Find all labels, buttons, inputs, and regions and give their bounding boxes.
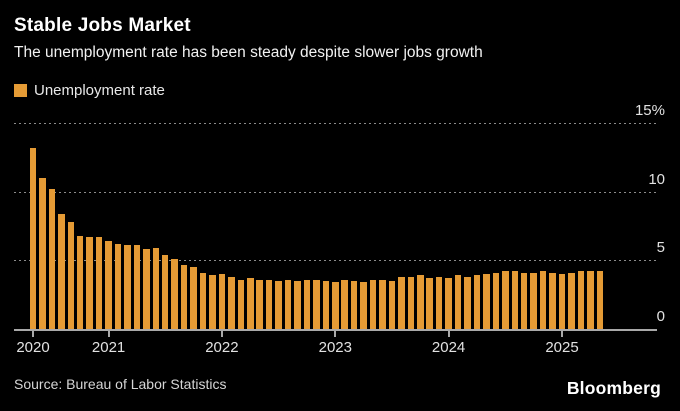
bar-2021-04 xyxy=(133,245,141,329)
legend-swatch-icon xyxy=(14,84,27,97)
bar-2022-12 xyxy=(322,280,330,329)
bar-chart-plot-area: 2020 2021 2022 2023 2024 2025 xyxy=(14,100,657,356)
bar-2024-10 xyxy=(530,272,537,329)
bar-2022-05 xyxy=(256,279,263,329)
bar-2024-01 xyxy=(445,278,452,329)
bar-2023-04 xyxy=(360,282,367,329)
bar-2023-11 xyxy=(426,278,433,329)
bar-2023-09 xyxy=(407,276,415,329)
x-axis-label-2025: 2025 xyxy=(545,339,579,356)
legend: Unemployment rate xyxy=(14,82,165,99)
x-axis-label-2020: 2020 xyxy=(16,339,50,356)
bar-2021-03 xyxy=(124,245,131,329)
bar-2023-07 xyxy=(388,280,396,329)
bar-2020-09 xyxy=(67,221,75,329)
bar-2021-07 xyxy=(161,254,169,329)
bar-2025-04 xyxy=(587,271,594,329)
chart-title: Stable Jobs Market xyxy=(14,15,191,36)
bar-2024-08 xyxy=(511,271,518,329)
bar-2021-06 xyxy=(152,248,160,329)
y-axis-label-10: 10 xyxy=(648,170,665,188)
gridline-15 xyxy=(14,123,657,124)
bar-2023-01 xyxy=(332,282,339,329)
bar-2022-08 xyxy=(284,279,292,329)
bar-2023-05 xyxy=(369,279,377,329)
x-axis-label-2024: 2024 xyxy=(431,339,466,356)
bar-2023-06 xyxy=(379,279,386,329)
bar-2021-08 xyxy=(171,259,178,329)
bar-2022-09 xyxy=(294,280,301,329)
bar-2024-07 xyxy=(502,271,509,329)
bar-2020-06 xyxy=(39,177,46,329)
bar-2023-03 xyxy=(350,280,358,329)
bar-2024-05 xyxy=(483,274,490,329)
x-axis-label-2021: 2021 xyxy=(91,339,126,356)
bar-2022-06 xyxy=(265,279,273,329)
bar-2022-07 xyxy=(275,280,282,329)
gridline-5 xyxy=(14,260,657,262)
x-axis-tick-2025 xyxy=(561,331,563,337)
gridline-10 xyxy=(14,191,657,193)
x-axis-tick-2021 xyxy=(107,331,110,337)
bar-2024-12 xyxy=(549,272,556,329)
bar-2025-01 xyxy=(558,274,566,329)
bar-2020-05 xyxy=(29,147,37,329)
bar-2021-05 xyxy=(143,249,150,329)
bar-2024-06 xyxy=(492,272,500,329)
bar-2022-04 xyxy=(247,278,254,329)
bar-2024-11 xyxy=(539,271,547,329)
bar-2022-02 xyxy=(228,276,235,329)
bar-2025-03 xyxy=(577,271,585,329)
bar-2023-12 xyxy=(435,276,443,329)
x-axis-label-2022: 2022 xyxy=(205,339,239,356)
bar-2022-03 xyxy=(237,279,245,329)
bar-2025-02 xyxy=(568,272,575,329)
x-axis-tick-2023 xyxy=(334,331,337,337)
bar-2020-12 xyxy=(95,237,103,329)
bar-2022-10 xyxy=(303,279,311,329)
bar-2021-11 xyxy=(199,272,207,329)
bar-2021-01 xyxy=(105,241,112,329)
bar-2021-02 xyxy=(114,243,122,329)
bar-2023-02 xyxy=(341,279,348,329)
y-axis-label-5: 5 xyxy=(656,239,665,257)
x-axis-label-2023: 2023 xyxy=(318,339,352,356)
bar-2020-11 xyxy=(86,237,93,329)
bar-2024-04 xyxy=(473,275,481,329)
bar-2024-03 xyxy=(464,276,471,329)
bar-2023-08 xyxy=(398,276,405,329)
bar-2020-10 xyxy=(76,235,84,329)
bar-2022-11 xyxy=(313,279,320,329)
bar-2020-08 xyxy=(58,213,65,329)
legend-label: Unemployment rate xyxy=(34,82,165,99)
y-axis-label-15: 15% xyxy=(634,102,665,119)
source-note: Source: Bureau of Labor Statistics xyxy=(14,376,227,392)
bar-2021-12 xyxy=(209,275,216,329)
bar-2023-10 xyxy=(417,275,424,329)
bloomberg-logo: Bloomberg xyxy=(566,378,661,398)
chart-subtitle: The unemployment rate has been steady de… xyxy=(14,44,483,61)
bar-2024-09 xyxy=(520,272,528,329)
bar-2024-02 xyxy=(454,275,462,329)
bar-2022-01 xyxy=(218,274,226,329)
bar-2020-07 xyxy=(48,188,56,329)
y-axis-label-0: 0 xyxy=(656,308,665,325)
x-axis-baseline xyxy=(14,329,657,331)
x-axis-tick-2024 xyxy=(447,331,450,337)
x-axis-tick-2020 xyxy=(32,331,34,337)
bar-2021-10 xyxy=(190,267,197,329)
x-axis-tick-2022 xyxy=(220,331,223,337)
bar-2025-05 xyxy=(596,271,603,329)
bar-2021-09 xyxy=(180,264,188,329)
